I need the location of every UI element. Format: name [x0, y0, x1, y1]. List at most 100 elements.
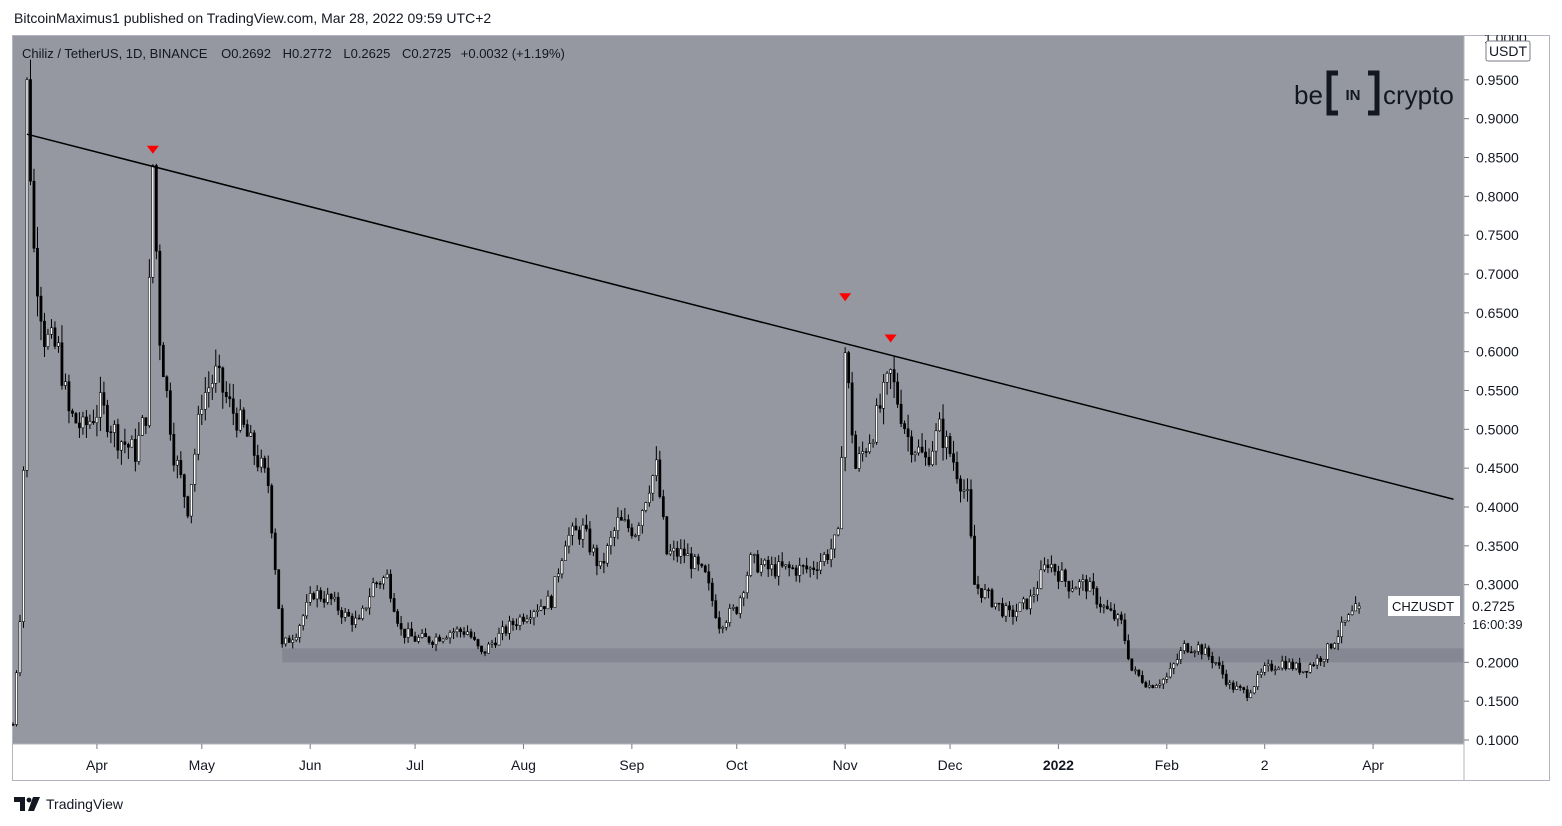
candle-body — [595, 547, 599, 567]
candle-body — [543, 606, 546, 610]
candle-body — [1287, 661, 1291, 670]
candle-body — [1298, 662, 1302, 673]
tradingview-logo-icon[interactable] — [14, 797, 40, 811]
candle-body — [1011, 609, 1015, 617]
candle-body — [1280, 660, 1284, 669]
candle-body — [1270, 663, 1274, 671]
candle-body — [952, 453, 955, 463]
candle-body — [60, 342, 64, 386]
candle-body — [196, 414, 200, 455]
y-tick-label: 0.7000 — [1476, 266, 1519, 282]
legend-change: +0.0032 (+1.19%) — [461, 46, 565, 61]
candle-body — [574, 525, 578, 531]
candle-body — [396, 611, 399, 624]
candle-body — [1235, 685, 1239, 690]
candle-body — [1154, 685, 1158, 689]
support-zone — [282, 648, 1464, 663]
candle-body — [224, 391, 228, 397]
x-tick-label: 2 — [1261, 757, 1269, 773]
logo-text-right: crypto — [1383, 80, 1454, 110]
candle-body — [186, 496, 190, 517]
candle-body — [1053, 564, 1057, 572]
candle-body — [1214, 662, 1218, 664]
candle-body — [829, 548, 833, 560]
candle-body — [696, 556, 700, 565]
candle-body — [868, 443, 871, 453]
candle-body — [487, 643, 490, 654]
candle-body — [245, 424, 249, 437]
candle-body — [1165, 676, 1169, 680]
candle-body — [277, 569, 281, 609]
candle-body — [1315, 657, 1319, 666]
candle-body — [95, 416, 99, 424]
candle-body — [1217, 662, 1221, 666]
candle-body — [567, 534, 571, 547]
candle-body — [462, 631, 466, 635]
price-chart[interactable]: 1.00000.95000.90000.85000.80000.75000.70… — [12, 35, 1550, 781]
y-tick-label: 0.5500 — [1476, 383, 1519, 399]
candle-body — [644, 502, 648, 511]
beincrypto-logo: be IN crypto — [1294, 70, 1454, 116]
y-tick-label: 0.2000 — [1476, 654, 1519, 670]
candle-body — [1336, 636, 1340, 644]
candle-body — [1074, 587, 1078, 590]
y-tick-label: 0.3500 — [1476, 538, 1519, 554]
y-tick-label: 0.4000 — [1476, 499, 1519, 515]
candle-body — [756, 554, 760, 573]
candle-body — [36, 248, 39, 297]
candle-body — [532, 611, 536, 619]
candle-body — [312, 593, 316, 600]
candle-body — [819, 561, 823, 571]
candle-body — [203, 392, 207, 410]
candle-body — [165, 376, 169, 392]
unit-badge[interactable] — [1485, 40, 1531, 62]
candle-body — [1102, 605, 1106, 608]
candle-body — [693, 556, 697, 569]
candle-body — [336, 596, 340, 611]
plot-area[interactable] — [13, 36, 1464, 744]
candle-body — [1140, 675, 1144, 683]
candle-body — [445, 637, 448, 640]
candle-body — [976, 584, 980, 589]
descending-resistance-trendline — [26, 133, 1454, 500]
candle-body — [417, 637, 420, 642]
candle-body — [175, 460, 179, 466]
candle-body — [889, 369, 892, 374]
candle-body — [1179, 650, 1183, 660]
candle-body — [92, 421, 95, 424]
candle-body — [710, 582, 714, 601]
time-axis[interactable]: Apr May Jun Jul Aug Sep Oct Nov Dec 2022 Feb 2 Apr — [86, 744, 1384, 773]
candle-body — [1123, 619, 1127, 642]
candle-body — [885, 372, 889, 383]
candle-body — [1266, 663, 1270, 667]
footer-brand[interactable]: TradingView — [46, 796, 124, 812]
candle-body — [452, 631, 455, 634]
candle-body — [340, 610, 344, 618]
candle-body — [256, 455, 260, 468]
candle-body — [815, 569, 819, 571]
y-tick-label: 0.9000 — [1476, 111, 1519, 127]
candle-body — [364, 607, 368, 610]
candle-body — [228, 396, 232, 400]
candle-body — [1168, 667, 1172, 678]
candle-body — [794, 567, 798, 576]
price-axis[interactable]: 1.00000.95000.90000.85000.80000.75000.70… — [1464, 35, 1527, 748]
candle-body — [385, 573, 389, 578]
candle-body — [434, 636, 438, 645]
candle-body — [1046, 564, 1050, 569]
candle-body — [602, 561, 606, 564]
rejection-marker-icon — [146, 145, 159, 154]
candle-body — [375, 582, 379, 585]
publisher-byline: BitcoinMaximus1 published on TradingView… — [14, 10, 492, 26]
candle-body — [50, 327, 53, 335]
candle-body — [294, 637, 298, 641]
candle-body — [637, 525, 641, 536]
candle-body — [969, 489, 973, 537]
candle-body — [15, 672, 18, 725]
candle-body — [536, 609, 539, 612]
candle-body — [308, 593, 312, 603]
candle-body — [955, 461, 959, 480]
candle-body — [941, 418, 945, 448]
candle-body — [738, 597, 742, 614]
candle-body — [301, 615, 305, 626]
